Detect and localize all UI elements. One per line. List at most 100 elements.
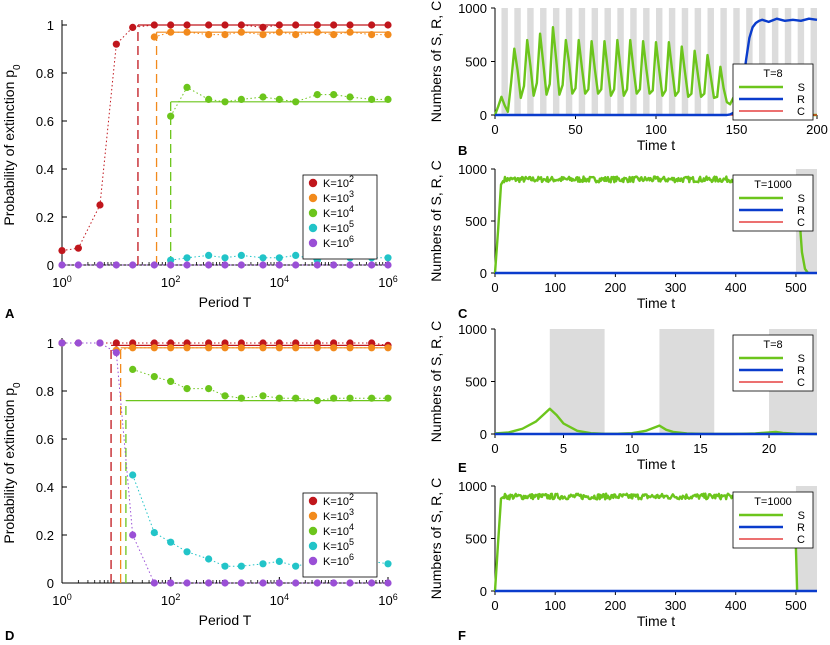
- data-point: [205, 21, 213, 29]
- data-point: [384, 579, 392, 587]
- y-tick-label: 1: [47, 18, 54, 33]
- data-point: [346, 93, 354, 101]
- data-point: [237, 261, 245, 269]
- panel-E: 0 5 10 15 20 0 500 1000 Time t Numbers of S, R, C…: [428, 321, 818, 475]
- y-axis-label: Probability of extinction p0: [1, 382, 23, 544]
- data-point: [384, 261, 392, 269]
- x-axis-label: Time t: [637, 456, 675, 472]
- data-point: [346, 261, 354, 269]
- data-point: [221, 392, 229, 400]
- data-point: [58, 261, 66, 269]
- data-point: [74, 244, 82, 252]
- legend-marker: [308, 208, 318, 218]
- data-point: [384, 21, 392, 29]
- data-point: [330, 579, 338, 587]
- drug-on-shading: [746, 8, 753, 115]
- x-tick-label: 5: [560, 441, 567, 456]
- data-point: [384, 394, 392, 402]
- series-line-S: [494, 407, 818, 436]
- x-axis-label: Time t: [637, 137, 675, 153]
- y-tick-label: 0.8: [36, 384, 54, 399]
- data-point: [384, 95, 392, 103]
- legend-label: K=103: [323, 189, 354, 205]
- y-axis-label: Probability of extinction p0: [1, 64, 23, 226]
- legend-title: T=8: [763, 339, 782, 351]
- data-point: [259, 261, 267, 269]
- data-point: [150, 529, 158, 537]
- data-point: [167, 112, 175, 120]
- data-point: [58, 339, 66, 347]
- x-tick-label: 100: [52, 274, 71, 290]
- legend-label: K=102: [323, 492, 354, 508]
- y-tick-label: 0.6: [36, 114, 54, 129]
- data-point: [275, 579, 283, 587]
- data-point: [129, 471, 137, 479]
- data-point: [183, 385, 191, 393]
- legend-label: K=106: [323, 552, 354, 568]
- x-tick-label: 400: [725, 598, 747, 613]
- legend-label: C: [797, 534, 805, 546]
- data-point: [259, 344, 267, 352]
- data-point: [221, 261, 229, 269]
- data-point: [330, 21, 338, 29]
- data-point: [129, 344, 137, 352]
- x-tick-label: 10: [625, 441, 639, 456]
- data-point: [384, 254, 392, 262]
- y-tick-label: 0: [480, 427, 487, 442]
- data-point: [183, 254, 191, 262]
- y-tick-label: 1: [47, 336, 54, 351]
- data-point: [205, 251, 213, 259]
- drug-on-shading: [659, 329, 715, 434]
- legend-label: K=102: [323, 174, 354, 190]
- data-point: [237, 394, 245, 402]
- data-point: [275, 28, 283, 36]
- y-axis-label: Numbers of S, R, C: [428, 160, 444, 281]
- data-point: [275, 344, 283, 352]
- legend-title: T=1000: [754, 496, 792, 508]
- data-point: [259, 579, 267, 587]
- data-point: [167, 21, 175, 29]
- x-axis-label: Period T: [199, 612, 252, 628]
- data-point: [167, 579, 175, 587]
- panel-label: D: [5, 628, 14, 643]
- data-point: [259, 392, 267, 400]
- y-tick-label: 0.4: [36, 162, 54, 177]
- drug-on-shading: [707, 8, 714, 115]
- drug-on-shading: [681, 8, 689, 115]
- data-point: [237, 562, 245, 570]
- data-point: [150, 21, 158, 29]
- data-point: [330, 261, 338, 269]
- data-point: [205, 95, 213, 103]
- data-point: [346, 21, 354, 29]
- x-tick-label: 102: [161, 274, 180, 290]
- data-point: [313, 261, 321, 269]
- data-point: [275, 261, 283, 269]
- y-tick-label: 0.8: [36, 66, 54, 81]
- data-point: [129, 23, 137, 31]
- series-line-S: [493, 26, 817, 117]
- data-point: [346, 28, 354, 36]
- drug-on-shading: [759, 8, 766, 115]
- data-point: [167, 344, 175, 352]
- legend-label: K=105: [323, 219, 354, 235]
- x-tick-label: 150: [726, 122, 748, 137]
- data-point: [384, 344, 392, 352]
- data-point: [150, 373, 158, 381]
- y-tick-label: 0.2: [36, 210, 54, 225]
- y-axis-label: Numbers of S, R, C: [428, 1, 444, 122]
- x-axis-label: Time t: [637, 295, 675, 311]
- data-point: [205, 555, 213, 563]
- data-point: [313, 28, 321, 36]
- legend-label: R: [797, 365, 805, 377]
- legend-label: S: [798, 82, 805, 94]
- y-tick-label: 500: [465, 375, 487, 390]
- panel-C: 0 100 200 300 400 500 0 500 1000 Time t Numbers of…: [428, 160, 817, 321]
- panel-B: 0 50 100 150 200 0 500 1000 Time t Numbers of S, …: [428, 1, 828, 158]
- data-point: [292, 562, 300, 570]
- y-tick-label: 0: [47, 258, 54, 273]
- legend-label: S: [798, 510, 805, 522]
- data-point: [292, 98, 300, 106]
- data-point: [237, 21, 245, 29]
- data-point: [221, 30, 229, 39]
- data-point: [221, 579, 229, 587]
